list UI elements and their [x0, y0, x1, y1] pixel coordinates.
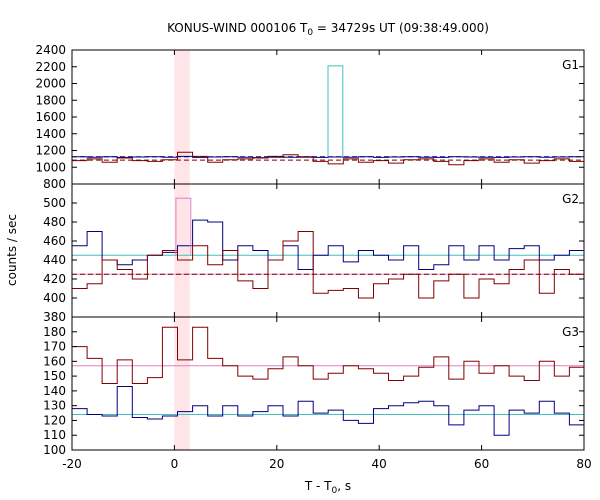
y-tick-label: 160	[43, 354, 66, 368]
y-tick-label: 1800	[35, 93, 66, 107]
panel-label-g2: G2	[562, 192, 579, 206]
y-tick-label: 150	[43, 369, 66, 383]
y-tick-label: 1200	[35, 144, 66, 158]
y-tick-label: 440	[43, 253, 66, 267]
x-tick-label: 80	[576, 457, 591, 471]
panel-g3	[71, 316, 585, 451]
series-g1-0	[72, 155, 584, 159]
y-tick-label: 1000	[35, 160, 66, 174]
x-tick-label: 60	[474, 457, 489, 471]
panel-label-g3: G3	[562, 325, 579, 339]
y-tick-label: 180	[43, 325, 66, 339]
y-tick-label: 120	[43, 413, 66, 427]
y-tick-label: 480	[43, 215, 66, 229]
y-tick-label: 420	[43, 272, 66, 286]
y-tick-label: 170	[43, 340, 66, 354]
y-tick-label: 2000	[35, 77, 66, 91]
x-tick-label: 20	[269, 457, 284, 471]
y-tick-label: 1600	[35, 110, 66, 124]
y-tick-label: 140	[43, 384, 66, 398]
series-g3-0	[72, 386, 584, 436]
y-tick-label: 130	[43, 399, 66, 413]
panel-label-g1: G1	[562, 58, 579, 72]
x-tick-label: 40	[372, 457, 387, 471]
y-tick-label: 400	[43, 291, 66, 305]
series-g2-2	[175, 197, 192, 256]
series-g2-0	[72, 219, 584, 270]
panel-g2	[71, 183, 585, 318]
y-tick-label: 460	[43, 234, 66, 248]
panel-g1	[71, 49, 585, 185]
series-g3-1	[72, 326, 584, 384]
x-tick-label: -20	[62, 457, 82, 471]
series-g1-2	[327, 65, 344, 157]
panel-frame	[71, 316, 585, 451]
y-tick-label: 2400	[35, 43, 66, 57]
chart-title: KONUS-WIND 000106 T0 = 34729s UT (09:38:…	[167, 21, 489, 38]
series-g1-1	[72, 151, 584, 166]
x-tick-label: 0	[171, 457, 179, 471]
x-axis-label: T - T0, s	[304, 479, 351, 496]
y-tick-label: 1400	[35, 127, 66, 141]
y-tick-label: 800	[43, 177, 66, 191]
y-tick-label: 110	[43, 428, 66, 442]
trigger-highlight-band	[174, 50, 190, 450]
plot-area: 80010001200140016001800200022002400G1380…	[35, 43, 591, 471]
series-g2-1	[72, 231, 584, 299]
y-tick-label: 380	[43, 310, 66, 324]
y-axis-label: counts / sec	[5, 214, 19, 286]
y-tick-label: 2200	[35, 60, 66, 74]
y-tick-label: 500	[43, 196, 66, 210]
y-tick-label: 100	[43, 443, 66, 457]
